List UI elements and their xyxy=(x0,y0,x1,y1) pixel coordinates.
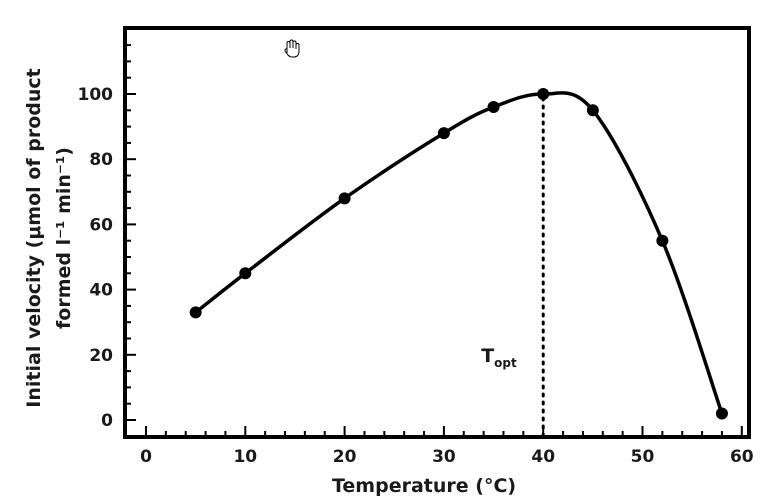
x-tick-label: 20 xyxy=(333,447,357,467)
plot-frame xyxy=(123,26,751,439)
y-tick-label: 80 xyxy=(89,150,113,170)
data-point xyxy=(437,127,450,140)
t-opt-main: T xyxy=(481,345,494,367)
hand-cursor-icon xyxy=(284,39,300,58)
t-opt-label: Topt xyxy=(481,345,517,370)
y-axis-label-line1: Initial velocity (μmol of product xyxy=(23,68,45,407)
y-tick-label: 20 xyxy=(89,346,113,366)
data-point xyxy=(586,104,599,117)
y-axis-label-line2: formed l⁻¹ min⁻¹) xyxy=(53,147,75,329)
data-point xyxy=(656,234,669,247)
x-tick-label: 50 xyxy=(631,447,655,467)
x-axis-label: Temperature (°C) xyxy=(332,475,516,497)
x-tick-label: 0 xyxy=(140,447,152,467)
series-line xyxy=(194,91,724,415)
data-point xyxy=(715,407,728,420)
x-tick-label: 10 xyxy=(233,447,257,467)
y-tick-label: 60 xyxy=(89,215,113,235)
data-point xyxy=(338,192,351,205)
y-tick-label: 40 xyxy=(89,281,113,301)
t-opt-subscript: opt xyxy=(494,356,517,370)
x-tick-label: 40 xyxy=(531,447,555,467)
data-point xyxy=(189,306,202,319)
x-tick-label: 30 xyxy=(432,447,456,467)
data-point xyxy=(239,267,252,280)
x-tick-label: 60 xyxy=(730,447,754,467)
hand-shape xyxy=(284,39,300,58)
data-point xyxy=(537,88,550,100)
y-tick-label: 100 xyxy=(78,85,114,105)
data-point xyxy=(487,101,500,114)
y-tick-label: 0 xyxy=(101,411,113,431)
